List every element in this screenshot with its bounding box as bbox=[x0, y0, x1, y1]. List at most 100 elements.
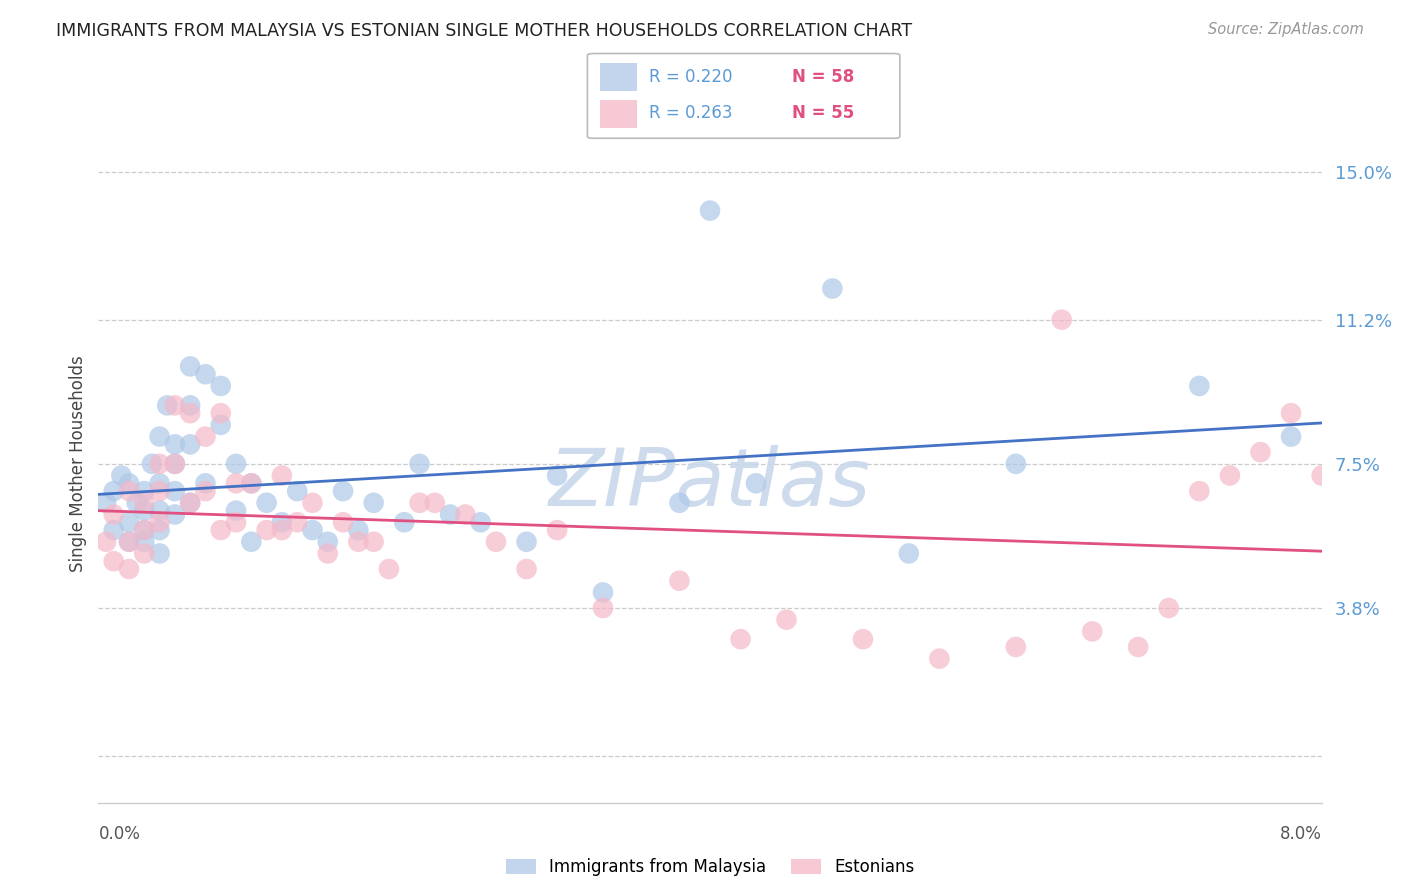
Point bbox=[1004, 640, 1026, 654]
Point bbox=[163, 457, 186, 471]
Point bbox=[1188, 484, 1211, 499]
Point bbox=[149, 429, 172, 443]
Point bbox=[179, 359, 201, 374]
Point bbox=[775, 613, 797, 627]
Point bbox=[1219, 468, 1241, 483]
Point bbox=[1157, 601, 1180, 615]
Point bbox=[332, 516, 354, 530]
Point bbox=[392, 516, 416, 530]
Text: N = 58: N = 58 bbox=[792, 68, 853, 86]
Point bbox=[103, 508, 125, 522]
Point bbox=[149, 523, 172, 537]
Point bbox=[270, 516, 294, 530]
Point bbox=[240, 476, 263, 491]
Point bbox=[209, 406, 232, 420]
Point bbox=[134, 484, 156, 499]
Point bbox=[225, 476, 247, 491]
Legend: Immigrants from Malaysia, Estonians: Immigrants from Malaysia, Estonians bbox=[499, 851, 921, 882]
Bar bbox=[600, 100, 637, 128]
Point bbox=[852, 632, 875, 647]
Text: Source: ZipAtlas.com: Source: ZipAtlas.com bbox=[1208, 22, 1364, 37]
Point bbox=[423, 496, 446, 510]
Point bbox=[730, 632, 752, 647]
Point bbox=[270, 468, 294, 483]
Point bbox=[363, 534, 385, 549]
Point bbox=[1050, 312, 1073, 326]
Point bbox=[363, 496, 385, 510]
Point bbox=[103, 484, 125, 499]
Point bbox=[1249, 445, 1271, 459]
Point bbox=[256, 523, 278, 537]
Point bbox=[118, 534, 141, 549]
Point bbox=[103, 523, 125, 537]
Point bbox=[408, 457, 430, 471]
Point bbox=[240, 534, 263, 549]
Point bbox=[134, 523, 156, 537]
Point bbox=[285, 516, 308, 530]
Text: 8.0%: 8.0% bbox=[1279, 825, 1322, 843]
Point bbox=[301, 523, 323, 537]
Point bbox=[141, 457, 163, 471]
Point bbox=[1279, 406, 1302, 420]
Point bbox=[928, 651, 950, 665]
Point bbox=[209, 379, 232, 393]
Point bbox=[149, 516, 172, 530]
Point bbox=[163, 484, 186, 499]
Point bbox=[316, 534, 339, 549]
Point bbox=[470, 516, 492, 530]
Point bbox=[125, 496, 148, 510]
Point bbox=[179, 437, 201, 451]
Point bbox=[149, 503, 172, 517]
Point bbox=[149, 476, 172, 491]
Point bbox=[118, 562, 141, 576]
Point bbox=[316, 546, 339, 560]
Point bbox=[1128, 640, 1150, 654]
Text: R = 0.263: R = 0.263 bbox=[650, 104, 733, 122]
Point bbox=[240, 476, 263, 491]
Bar bbox=[600, 62, 637, 91]
Point bbox=[163, 398, 186, 412]
Point bbox=[270, 523, 294, 537]
Point bbox=[149, 546, 172, 560]
Point bbox=[668, 574, 690, 588]
Text: IMMIGRANTS FROM MALAYSIA VS ESTONIAN SINGLE MOTHER HOUSEHOLDS CORRELATION CHART: IMMIGRANTS FROM MALAYSIA VS ESTONIAN SIN… bbox=[56, 22, 912, 40]
Point bbox=[592, 601, 614, 615]
Point bbox=[149, 484, 172, 499]
Point bbox=[156, 398, 179, 412]
Point bbox=[163, 457, 186, 471]
Point bbox=[194, 476, 217, 491]
Point bbox=[347, 523, 370, 537]
Point bbox=[256, 496, 278, 510]
Point bbox=[332, 484, 354, 499]
Point bbox=[118, 476, 141, 491]
Point bbox=[134, 523, 156, 537]
Point bbox=[485, 534, 508, 549]
Point bbox=[179, 398, 201, 412]
Text: R = 0.220: R = 0.220 bbox=[650, 68, 733, 86]
Point bbox=[347, 534, 370, 549]
Point bbox=[163, 508, 186, 522]
Point bbox=[1310, 468, 1333, 483]
Point bbox=[209, 417, 232, 432]
Point bbox=[179, 496, 201, 510]
Point bbox=[194, 368, 217, 382]
Point bbox=[1004, 457, 1026, 471]
Point bbox=[118, 516, 141, 530]
Y-axis label: Single Mother Households: Single Mother Households bbox=[69, 356, 87, 572]
FancyBboxPatch shape bbox=[588, 54, 900, 138]
Point bbox=[225, 516, 247, 530]
Point bbox=[163, 437, 186, 451]
Text: ZIPatlas: ZIPatlas bbox=[548, 445, 872, 524]
Point bbox=[134, 534, 156, 549]
Point bbox=[94, 534, 117, 549]
Point bbox=[699, 203, 721, 218]
Point bbox=[209, 523, 232, 537]
Point bbox=[225, 503, 247, 517]
Point bbox=[516, 562, 538, 576]
Point bbox=[408, 496, 430, 510]
Point bbox=[149, 457, 172, 471]
Point bbox=[103, 554, 125, 568]
Point bbox=[94, 496, 117, 510]
Point bbox=[118, 534, 141, 549]
Point bbox=[821, 281, 844, 295]
